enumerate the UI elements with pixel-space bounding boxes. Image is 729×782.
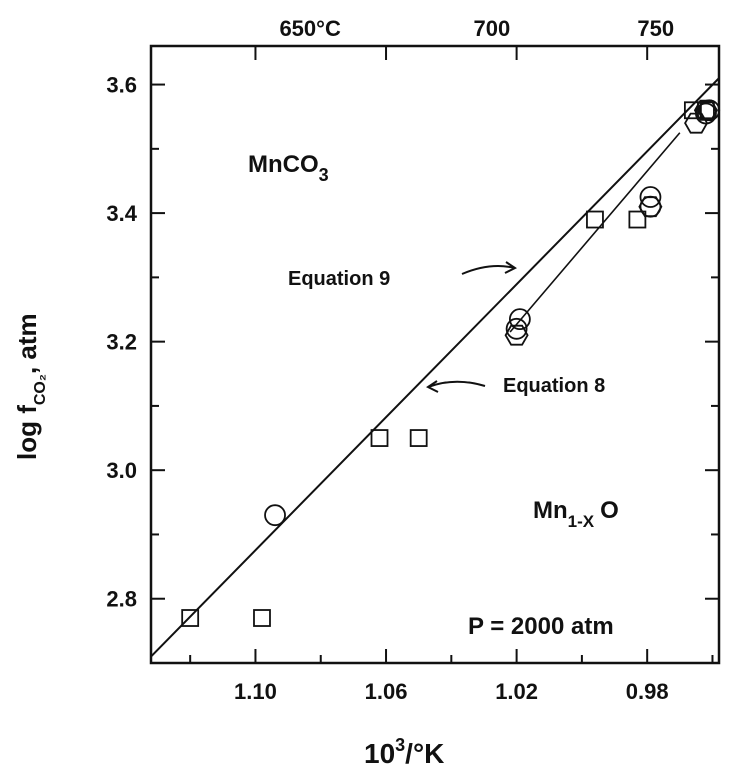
- circle-point: [505, 317, 528, 340]
- x-tick-labels: 1.10 1.06 1.02 0.98: [234, 679, 669, 704]
- x-axis-title: 103/°K: [364, 735, 444, 769]
- x-tick-label: 1.06: [365, 679, 408, 704]
- x-axis-title-tail: /°K: [405, 738, 444, 769]
- square-point: [628, 210, 647, 229]
- square-point: [253, 609, 271, 627]
- y-axis-title-sub: CO₂: [32, 374, 49, 405]
- equation8-label: Equation 8: [503, 375, 605, 397]
- y-tick-label: 3.0: [106, 458, 137, 483]
- hexagon-point: [693, 99, 718, 121]
- equation9-line: [509, 132, 681, 333]
- y-axis-title-tail: , atm: [12, 313, 42, 374]
- axis-ticks: [151, 46, 719, 663]
- equation9-arrowhead: [504, 261, 517, 274]
- equation8-arrowhead: [426, 380, 439, 393]
- x-axis-title-exp: 3: [395, 735, 405, 755]
- phase-label-upper-sub: 3: [319, 165, 329, 185]
- phase-label-lower: Mn1-X O: [533, 497, 619, 531]
- y-tick-label: 3.6: [106, 73, 137, 98]
- top-axis-label: 650°C: [279, 16, 341, 41]
- phase-label-lower-sub: 1-X: [568, 512, 595, 531]
- hexagon-point: [504, 324, 529, 346]
- square-point: [697, 101, 715, 120]
- top-axis-label: 750: [637, 16, 674, 41]
- circle-point: [264, 504, 286, 527]
- plot-frame: [149, 44, 721, 665]
- top-axis-labels: 650°C 700 750: [279, 16, 674, 41]
- hexagon-point: [638, 196, 663, 218]
- y-tick-label: 3.4: [106, 201, 137, 226]
- square-point: [683, 101, 702, 120]
- equation9-arrow: [461, 265, 516, 275]
- data-points: [181, 99, 721, 627]
- square-point: [181, 609, 200, 627]
- y-tick-label: 3.2: [106, 330, 137, 355]
- top-axis-label: 700: [473, 16, 510, 41]
- y-tick-labels: 2.8 3.0 3.2 3.4 3.6: [106, 73, 137, 612]
- x-tick-label: 1.02: [495, 679, 538, 704]
- square-point: [370, 429, 389, 447]
- square-point: [586, 210, 604, 229]
- y-axis-title: log fCO₂, atm: [12, 313, 49, 460]
- x-tick-label: 1.10: [234, 679, 277, 704]
- phase-label-lower-tail: O: [600, 497, 619, 524]
- hexagon-point: [684, 112, 709, 134]
- y-tick-label: 2.8: [106, 587, 137, 612]
- x-tick-label: 0.98: [626, 679, 669, 704]
- circle-point: [508, 308, 531, 331]
- equation9-label: Equation 9: [288, 268, 390, 290]
- equation8-arrow: [427, 380, 486, 388]
- fit-lines: [150, 77, 720, 658]
- equation8-line: [150, 77, 720, 658]
- phase-label-upper: MnCO3: [248, 151, 329, 185]
- circle-point: [639, 186, 662, 208]
- square-point: [409, 429, 428, 447]
- pressure-label: P = 2000 atm: [468, 613, 614, 640]
